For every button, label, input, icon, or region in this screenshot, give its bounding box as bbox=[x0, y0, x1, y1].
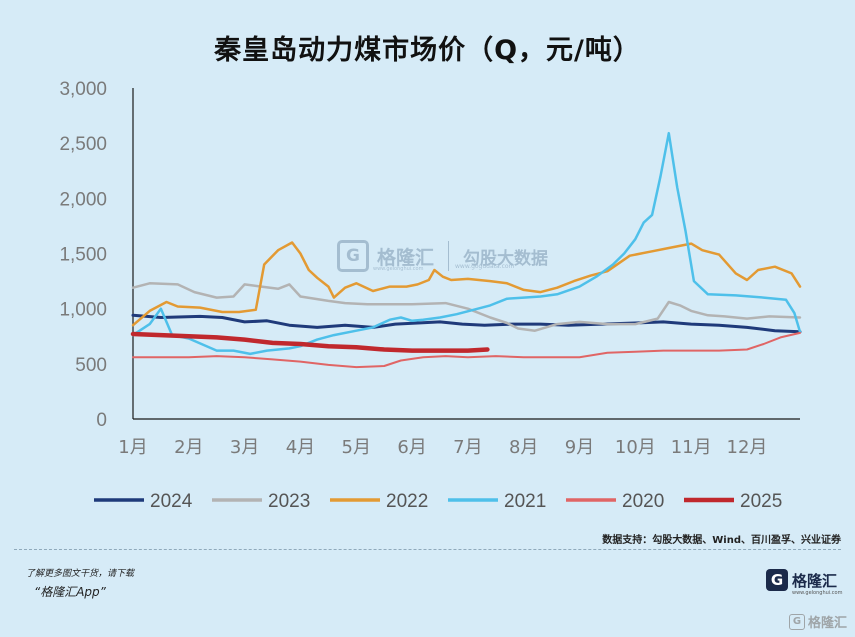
corner-logo-icon: G bbox=[788, 613, 805, 630]
series-line-2023 bbox=[131, 282, 802, 332]
y-tick-label: 500 bbox=[75, 355, 107, 376]
watermark-name: 格隆汇 bbox=[377, 246, 435, 269]
legend: 2024 2023 2022 2021 2020 2025 bbox=[94, 491, 782, 512]
y-tick-label: 1,500 bbox=[59, 245, 107, 266]
source-note: 数据支持：勾股大数据、Wind、百川盈孚、兴业证券 bbox=[602, 535, 841, 546]
brand-domain: www.gelonghui.com bbox=[792, 590, 843, 596]
x-tick-label: 12月 bbox=[727, 437, 768, 458]
x-tick-label: 2月 bbox=[174, 437, 203, 458]
corner-watermark: G 格隆汇 bbox=[788, 612, 847, 631]
brand-name: 格隆汇 bbox=[792, 571, 838, 590]
watermark-separator bbox=[448, 241, 450, 271]
y-tick-label: 1,000 bbox=[59, 300, 107, 321]
series-line-2020 bbox=[132, 331, 801, 369]
series-line-2021 bbox=[131, 131, 802, 356]
legend-label-2022: 2022 bbox=[386, 491, 428, 512]
watermark-partner: 勾股大数据 bbox=[463, 248, 549, 269]
x-axis-labels: 1月 2月 3月 4月 5月 6月 7月 8月 9月 10月 11月 12月 bbox=[118, 437, 767, 458]
x-tick-label: 3月 bbox=[230, 437, 259, 458]
footer-download-hint: 了解更多图文干货，请下载 bbox=[26, 569, 135, 579]
watermark-partner-sub: www.gogudata.com bbox=[455, 263, 515, 270]
legend-label-2023: 2023 bbox=[268, 491, 310, 512]
corner-brand-name: 格隆汇 bbox=[807, 616, 847, 631]
x-tick-label: 10月 bbox=[615, 437, 656, 458]
y-tick-label: 2,500 bbox=[59, 134, 107, 155]
series-line-2024 bbox=[131, 313, 802, 334]
x-tick-label: 8月 bbox=[509, 437, 538, 458]
chart-title: 秦皇岛动力煤市场价（Q，元/吨） bbox=[214, 35, 641, 66]
series-lines bbox=[130, 131, 802, 369]
x-tick-label: 4月 bbox=[286, 437, 315, 458]
y-tick-label: 0 bbox=[96, 410, 107, 431]
y-tick-label: 3,000 bbox=[59, 79, 107, 100]
brand-logo-icon: G bbox=[766, 569, 788, 591]
x-tick-label: 6月 bbox=[397, 437, 426, 458]
x-tick-label: 7月 bbox=[453, 437, 482, 458]
watermark: G 格隆汇 www.gelonghui.com 勾股大数据 www.goguda… bbox=[337, 240, 548, 272]
x-tick-label: 11月 bbox=[671, 437, 712, 458]
x-tick-label: 5月 bbox=[342, 437, 371, 458]
x-tick-label: 9月 bbox=[565, 437, 594, 458]
x-tick-label: 1月 bbox=[118, 437, 147, 458]
axes bbox=[132, 88, 800, 420]
legend-label-2020: 2020 bbox=[622, 491, 664, 512]
watermark-name-sub: www.gelonghui.com bbox=[373, 266, 424, 272]
legend-label-2024: 2024 bbox=[150, 491, 193, 512]
series-line-2025 bbox=[130, 331, 490, 353]
divider bbox=[14, 549, 841, 550]
footer-app-name: “格隆汇App” bbox=[34, 585, 106, 599]
legend-label-2021: 2021 bbox=[504, 491, 546, 512]
y-tick-label: 2,000 bbox=[59, 189, 107, 210]
series-line-2022 bbox=[131, 241, 802, 327]
y-axis-labels: 3,000 2,500 2,000 1,500 1,000 500 0 bbox=[59, 79, 107, 431]
legend-label-2025: 2025 bbox=[740, 491, 782, 512]
brand-logo: G 格隆汇 www.gelonghui.com bbox=[766, 568, 842, 596]
watermark-logo-icon: G bbox=[337, 240, 369, 272]
